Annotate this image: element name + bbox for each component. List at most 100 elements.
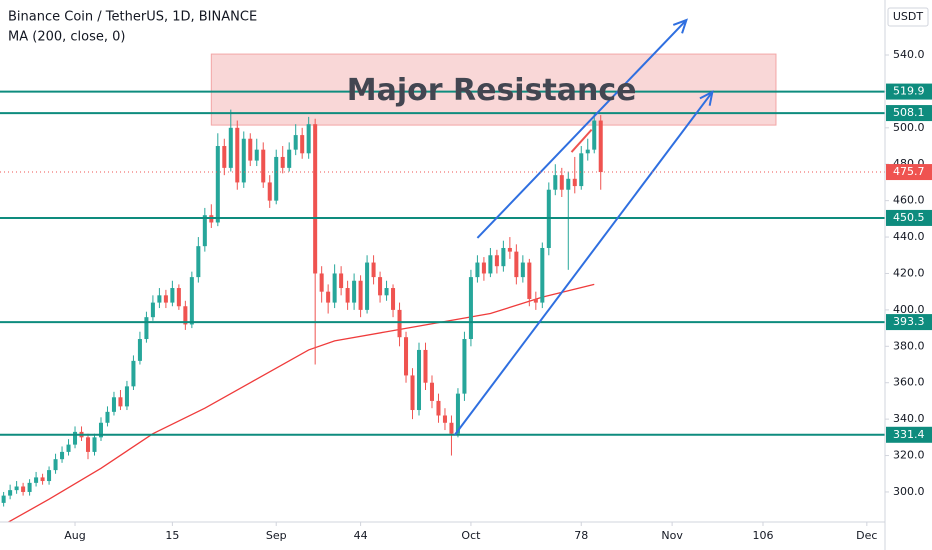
- candle-body: [507, 247, 512, 252]
- candle-body: [410, 375, 415, 411]
- x-tick-label: 78: [574, 529, 588, 542]
- level-label-bg: [886, 105, 932, 122]
- candle-body: [85, 437, 91, 452]
- trend-line: [570, 128, 593, 153]
- candle-body: [352, 280, 357, 303]
- candle-body: [598, 120, 603, 173]
- candle-body: [423, 349, 428, 383]
- candle-body: [468, 277, 473, 340]
- candle-body: [261, 149, 266, 183]
- level-label: 450.5: [893, 211, 925, 224]
- candle-body: [73, 431, 78, 445]
- plot-area: [0, 18, 885, 522]
- trend-line: [476, 19, 688, 239]
- candle-body: [267, 182, 272, 201]
- candle-body: [150, 302, 155, 318]
- level-label: 508.1: [893, 106, 925, 119]
- candle-body: [137, 339, 142, 361]
- candle-body: [300, 135, 305, 154]
- candle-body: [280, 156, 285, 168]
- zone-label: Major Resistance: [347, 73, 637, 108]
- candle-body: [131, 360, 136, 387]
- level-label: 331.4: [893, 428, 925, 441]
- x-tick-label: Dec: [856, 529, 877, 542]
- candle-body: [228, 127, 233, 168]
- candle-body: [27, 482, 32, 492]
- candle-body: [481, 262, 486, 274]
- candle-body: [313, 124, 318, 274]
- candle-body: [371, 262, 376, 278]
- y-tick-label: 380.0: [893, 339, 925, 352]
- candle-body: [183, 306, 188, 325]
- level-label-bg: [886, 83, 932, 100]
- candle-body: [66, 444, 71, 452]
- candle-body: [442, 415, 447, 423]
- candle-body: [514, 251, 519, 278]
- candle-body: [254, 149, 259, 161]
- candle-body: [494, 255, 499, 267]
- candle-body: [105, 411, 110, 423]
- candle-body: [345, 288, 350, 303]
- candle-body: [358, 280, 363, 310]
- candle-body: [8, 490, 13, 496]
- candle-body: [501, 247, 506, 267]
- candle-body: [553, 175, 558, 190]
- candle-body: [163, 295, 168, 303]
- y-tick-label: 440.0: [893, 230, 925, 243]
- candle-body: [319, 273, 324, 292]
- candle-body: [53, 459, 58, 471]
- candle-body: [118, 397, 123, 407]
- candle-body: [326, 291, 331, 303]
- candle-body: [455, 393, 460, 434]
- candle-body: [176, 288, 181, 307]
- candle-body: [592, 120, 597, 150]
- y-tick-label: 540.0: [893, 48, 925, 61]
- level-label-bg: [886, 314, 932, 331]
- candle-body: [533, 298, 538, 303]
- x-tick-label: Sep: [266, 529, 287, 542]
- candle-body: [34, 477, 39, 483]
- y-tick-label: 460.0: [893, 194, 925, 207]
- candle-body: [449, 422, 454, 434]
- candle-body: [274, 156, 279, 201]
- candle-body: [111, 397, 116, 412]
- candle-body: [566, 178, 571, 190]
- candle-body: [235, 127, 240, 183]
- x-tick-label: Aug: [64, 529, 85, 542]
- arrow-head: [672, 18, 688, 34]
- currency-box: [887, 7, 929, 27]
- candle-body: [306, 124, 311, 154]
- candle-body: [378, 277, 383, 296]
- x-tick-label: 15: [165, 529, 179, 542]
- x-tick-label: 44: [354, 529, 368, 542]
- candle-body: [144, 317, 149, 340]
- indicator-label: MA (200, close, 0): [8, 30, 125, 45]
- candle-body: [241, 138, 246, 183]
- currency: USDT: [893, 10, 924, 23]
- candle-body: [579, 153, 584, 187]
- x-tick-label: Nov: [661, 529, 683, 542]
- candle-body: [404, 337, 409, 376]
- candle-body: [124, 386, 129, 407]
- level-label-bg: [886, 209, 932, 226]
- candle-body: [540, 247, 545, 303]
- level-label-bg: [886, 426, 932, 443]
- candle-body: [170, 288, 175, 303]
- candle-body: [520, 262, 525, 278]
- candle-body: [40, 477, 45, 482]
- candle-body: [60, 451, 65, 460]
- candle-body: [391, 288, 396, 310]
- candle-body: [293, 135, 298, 150]
- candle-body: [98, 422, 103, 438]
- trend-line: [453, 91, 714, 436]
- last-price-bg: [886, 164, 932, 181]
- y-tick-label: 340.0: [893, 412, 925, 425]
- candle-body: [397, 309, 402, 338]
- candle-body: [215, 146, 220, 223]
- level-label: 393.3: [893, 315, 925, 328]
- last-price-label: 475.7: [893, 165, 925, 178]
- candle-body: [572, 178, 577, 187]
- candle-body: [585, 149, 590, 154]
- candle-body: [559, 175, 564, 190]
